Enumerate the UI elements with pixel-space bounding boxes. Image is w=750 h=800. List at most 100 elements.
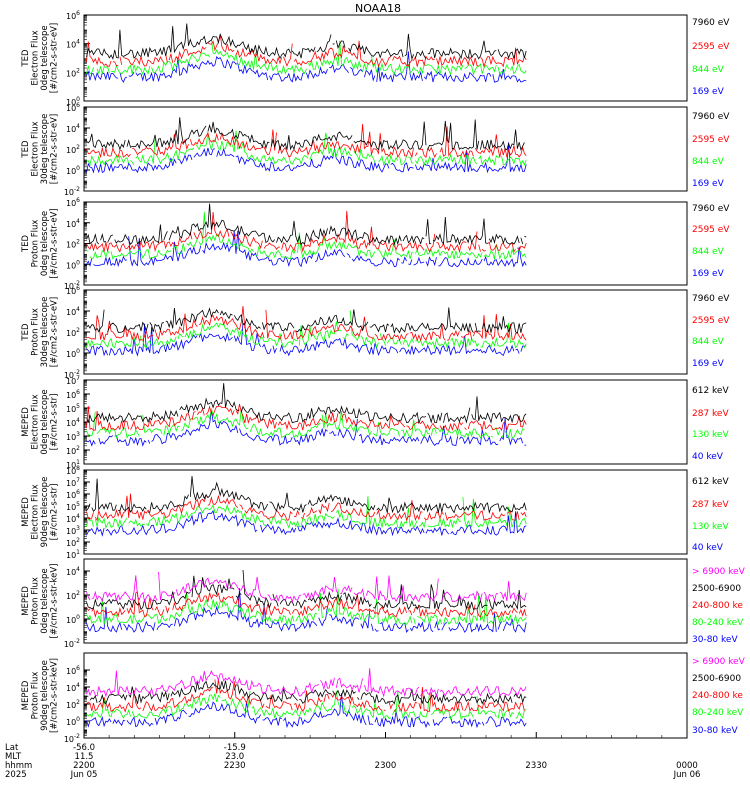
y-tick-label: 104	[66, 566, 80, 577]
series-line	[191, 575, 235, 598]
y-axis-label: 90deg telescope	[40, 660, 50, 731]
legend-entry: 2595 eV	[692, 316, 730, 326]
series-line	[93, 255, 128, 268]
y-tick-label: 105	[66, 501, 80, 512]
series-line	[86, 23, 291, 61]
series-line	[480, 47, 527, 68]
series-line	[235, 148, 390, 173]
series-line	[196, 407, 205, 416]
x-tick-label: 23.0	[225, 752, 244, 762]
y-tick-label: 101	[66, 459, 80, 470]
series-line	[349, 310, 360, 342]
y-axis-label: MEPED	[21, 407, 31, 437]
series-line	[425, 526, 450, 536]
series-line	[283, 316, 374, 340]
series-line	[130, 413, 191, 431]
series-line	[299, 688, 331, 704]
series-line	[126, 591, 154, 618]
series-line	[295, 309, 369, 333]
y-tick-label: 104	[66, 39, 80, 50]
y-axis-label: Electron Flux	[31, 394, 41, 449]
legend-entry: 844 eV	[692, 337, 725, 347]
series-line	[272, 345, 277, 354]
series-line	[418, 686, 464, 712]
series-line	[94, 516, 128, 530]
series-line	[179, 383, 240, 414]
series-line	[163, 231, 168, 241]
series-line	[436, 241, 467, 254]
series-line	[135, 139, 156, 164]
series-line	[464, 427, 467, 430]
series-line	[425, 219, 432, 245]
legend-entry: 612 keV	[692, 386, 729, 396]
series-line	[168, 592, 221, 621]
series-line	[174, 46, 207, 63]
series-line	[128, 686, 170, 704]
series-line	[297, 232, 376, 259]
series-line	[367, 715, 374, 726]
series-line	[478, 244, 481, 252]
series-line	[517, 243, 527, 252]
series-line	[233, 314, 261, 330]
series-line	[96, 66, 110, 75]
series-line	[170, 680, 232, 698]
series-line	[483, 246, 527, 268]
series-line	[353, 121, 427, 151]
y-tick-label: 102	[66, 239, 80, 250]
series-line	[307, 59, 320, 70]
series-line	[193, 147, 216, 158]
y-axis-label: Electron Flux	[31, 30, 41, 85]
series-line	[376, 239, 414, 260]
y-tick-label: 106	[66, 665, 80, 676]
series-line	[221, 699, 230, 705]
y-tick-label: 10-2	[64, 369, 80, 380]
legend-entry: 80-240 keV	[692, 618, 744, 628]
legend-entry: 844 eV	[692, 247, 725, 257]
series-line	[321, 411, 372, 437]
series-line	[457, 154, 478, 166]
series-line	[372, 507, 418, 530]
plot-frame	[83, 14, 688, 102]
legend-entry: 2595 eV	[692, 225, 730, 235]
series-line	[86, 511, 94, 520]
series-line	[313, 691, 351, 714]
series-line	[436, 55, 479, 67]
series-line	[156, 147, 195, 165]
series-line	[450, 511, 527, 536]
y-axis-label: [#/cm2-s-str-eV]	[50, 208, 60, 278]
series-line	[189, 131, 219, 146]
panel-2: 10-2 100 102 104 106 TED Electron Flux 30deg te…	[21, 102, 730, 197]
legend-entry: 169 eV	[692, 359, 725, 369]
series-line	[409, 323, 446, 342]
legend-entry: 169 eV	[692, 87, 725, 97]
series-line	[207, 121, 270, 150]
series-line	[330, 692, 383, 712]
legend-entry: 2595 eV	[692, 135, 730, 145]
series-line	[147, 439, 151, 444]
series-line	[314, 248, 346, 263]
series-line	[520, 237, 524, 245]
series-line	[96, 427, 140, 439]
series-line	[214, 679, 265, 709]
series-line	[255, 246, 297, 260]
series-line	[420, 425, 458, 447]
series-line	[86, 146, 131, 159]
legend-entry: 130 keV	[692, 430, 729, 440]
series-line	[265, 694, 293, 711]
series-line	[418, 519, 427, 529]
series-line	[267, 594, 302, 603]
legend-entry: 844 eV	[692, 157, 725, 167]
series-line	[515, 348, 520, 354]
series-line	[390, 162, 414, 173]
legend-entry: 169 eV	[692, 269, 725, 279]
series-line	[515, 709, 527, 719]
series-line	[430, 427, 437, 436]
series-line	[392, 691, 416, 720]
series-line	[119, 72, 128, 83]
series-line	[86, 258, 93, 267]
series-line	[351, 702, 391, 720]
y-tick-label: 106	[66, 489, 80, 500]
series-line	[184, 322, 298, 348]
series-line	[430, 708, 474, 721]
